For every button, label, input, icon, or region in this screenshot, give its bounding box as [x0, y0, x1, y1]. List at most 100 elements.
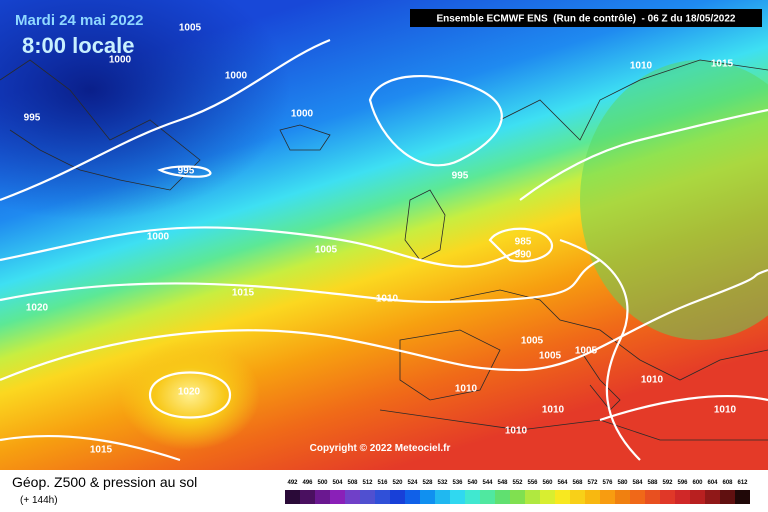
- scale-label: 592: [662, 480, 673, 486]
- scale-swatch: [690, 490, 705, 504]
- scale-label: 496: [302, 480, 313, 486]
- footer-lead: (+ 144h): [20, 495, 58, 506]
- scale-swatch: [330, 490, 345, 504]
- isobar-label: 1005: [575, 346, 598, 357]
- color-scale: 492 496 500 504 508 512 516 520 524 528 532 536 540 5…: [285, 480, 750, 504]
- scale-swatch: [465, 490, 480, 504]
- scale-swatch: [300, 490, 315, 504]
- high-area: [120, 340, 260, 450]
- isobar-label: 1005: [179, 23, 202, 34]
- run-box: [410, 9, 762, 27]
- scale-label: 588: [647, 480, 658, 486]
- scale-label: 572: [587, 480, 598, 486]
- scale-swatch: [720, 490, 735, 504]
- isobar-label: 1010: [641, 375, 664, 386]
- copyright: Copyright © 2022 Meteociel.fr: [310, 443, 451, 454]
- scale-label: 596: [677, 480, 688, 486]
- scale-swatch: [705, 490, 720, 504]
- scale-label: 604: [707, 480, 718, 486]
- isobar-label: 1015: [90, 445, 113, 456]
- scale-label: 516: [377, 480, 388, 486]
- scale-label: 580: [617, 480, 628, 486]
- isobar-label: 1005: [521, 336, 544, 347]
- isobar-label: 1000: [147, 232, 170, 243]
- isobar-label: 1010: [542, 405, 565, 416]
- scale-label: 600: [692, 480, 703, 486]
- isobar-label: 1000: [225, 71, 248, 82]
- scale-label: 584: [632, 480, 643, 486]
- scale-label: 532: [437, 480, 448, 486]
- run-info: Ensemble ECMWF ENS (Run de contrôle) - 0…: [437, 14, 736, 25]
- scale-swatch: [585, 490, 600, 504]
- low-area: [0, 0, 290, 220]
- scale-label: 492: [287, 480, 298, 486]
- scale-label: 608: [722, 480, 733, 486]
- scale-swatch: [615, 490, 630, 504]
- scale-swatch: [285, 490, 300, 504]
- isobar-label: 1020: [178, 387, 201, 398]
- scale-swatch: [375, 490, 390, 504]
- isobar-label: 995: [178, 166, 195, 177]
- scale-label: 536: [452, 480, 463, 486]
- isobar-label: 985: [515, 237, 532, 248]
- isobar-label: 1005: [539, 351, 562, 362]
- scale-label: 504: [332, 480, 343, 486]
- scale-label: 548: [497, 480, 508, 486]
- scale-swatch: [570, 490, 585, 504]
- scale-swatch: [420, 490, 435, 504]
- coastlines: [0, 59, 768, 441]
- scale-swatch: [555, 490, 570, 504]
- scale-swatch: [525, 490, 540, 504]
- scale-label: 612: [737, 480, 748, 486]
- scale-swatch: [345, 490, 360, 504]
- isobar-label: 1010: [630, 61, 653, 72]
- scale-label: 524: [407, 480, 418, 486]
- scale-label: 528: [422, 480, 433, 486]
- scale-swatch: [435, 490, 450, 504]
- scale-swatch: [360, 490, 375, 504]
- isobar-label: 1010: [714, 405, 737, 416]
- time: 8:00 locale: [22, 33, 135, 58]
- scale-label: 512: [362, 480, 373, 486]
- scale-swatch: [315, 490, 330, 504]
- scale-label: 568: [572, 480, 583, 486]
- scale-swatch: [390, 490, 405, 504]
- scale-swatch: [675, 490, 690, 504]
- isobar-label: 990: [515, 250, 532, 261]
- scale-label: 544: [482, 480, 493, 486]
- scale-label: 560: [542, 480, 553, 486]
- scale-swatch: [510, 490, 525, 504]
- scale-label: 556: [527, 480, 538, 486]
- scale-label: 508: [347, 480, 358, 486]
- isobar-label: 1000: [109, 55, 132, 66]
- scale-swatch: [450, 490, 465, 504]
- scale-label: 500: [317, 480, 328, 486]
- scale-label: 540: [467, 480, 478, 486]
- scale-label: 520: [392, 480, 403, 486]
- isobar-label: 1005: [315, 245, 338, 256]
- isobar-label: 1015: [711, 59, 734, 70]
- isobar-label: 1000: [291, 109, 314, 120]
- isobar-label: 1015: [232, 288, 255, 299]
- scale-swatch: [600, 490, 615, 504]
- scale-label: 552: [512, 480, 523, 486]
- isobar-label: 1010: [376, 294, 399, 305]
- scale-swatch: [660, 490, 675, 504]
- scale-swatch: [735, 490, 750, 504]
- scale-label: 576: [602, 480, 613, 486]
- isobars: [0, 38, 768, 462]
- isobar-label: 1010: [505, 426, 528, 437]
- scale-label: 564: [557, 480, 568, 486]
- scale-swatch: [495, 490, 510, 504]
- isobar-label: 1020: [26, 303, 49, 314]
- scale-swatch: [645, 490, 660, 504]
- scale-swatch: [540, 490, 555, 504]
- isobar-label: 995: [452, 171, 469, 182]
- scale-swatch: [630, 490, 645, 504]
- footer-title: Géop. Z500 & pression au sol: [12, 474, 197, 490]
- isobar-label: 995: [24, 113, 41, 124]
- scale-swatch: [480, 490, 495, 504]
- date: Mardi 24 mai 2022: [15, 12, 143, 29]
- scale-swatch: [405, 490, 420, 504]
